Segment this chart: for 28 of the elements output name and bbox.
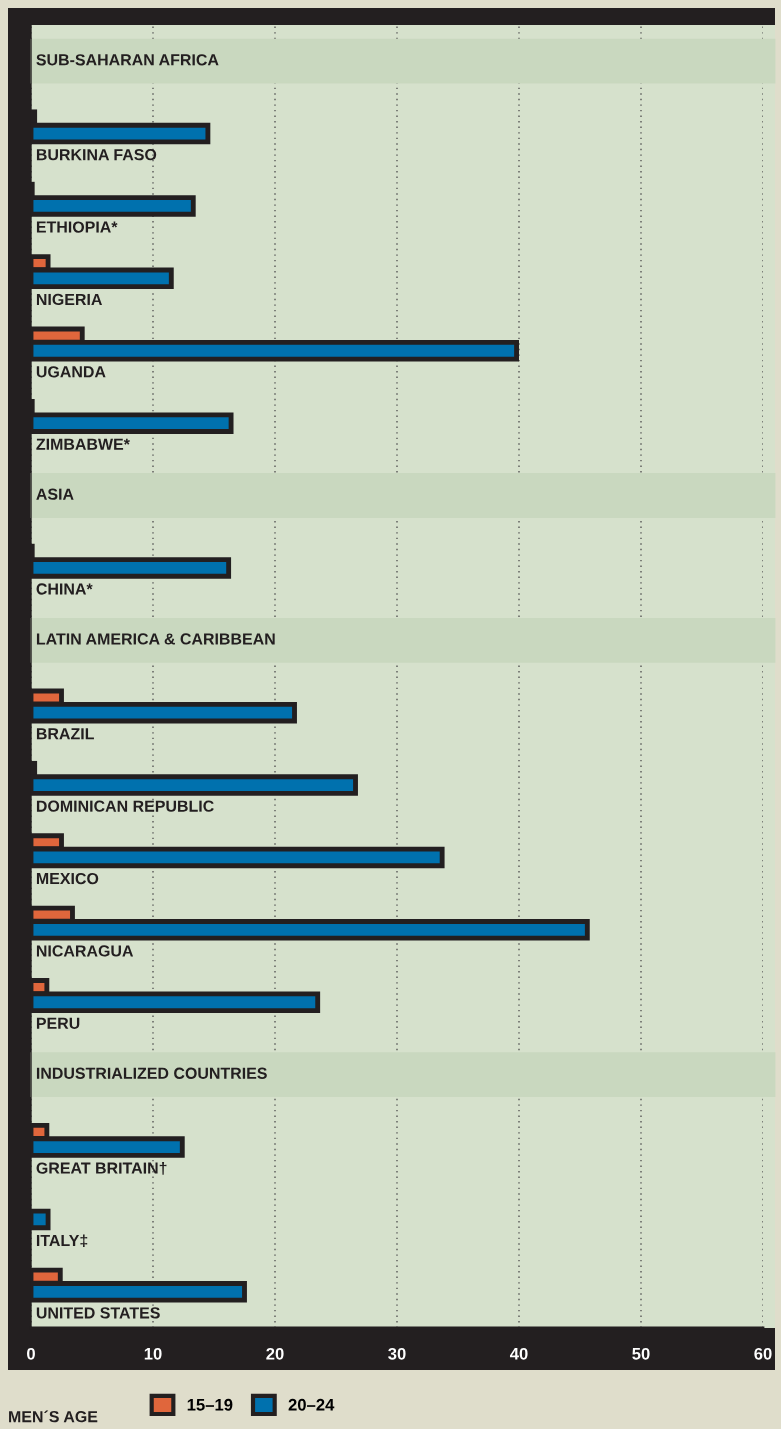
y-tick-label: ZIMBABWE* [36,438,130,450]
legend-label: 15–19 [187,1398,233,1411]
x-tick-label: 10 [144,1347,162,1360]
y-tick-label: LATIN AMERICA & CARIBBEAN [36,633,275,645]
y-tick-label: ITALY‡ [36,1234,88,1248]
y-tick-label: INDUSTRIALIZED COUNTRIES [36,1067,267,1079]
y-tick-label: DOMINICAN REPUBLIC [36,800,214,812]
x-tick-label: 0 [27,1347,35,1360]
y-tick-label: BRAZIL [36,728,94,740]
x-tick-label: 50 [632,1347,650,1360]
y-tick-label: CHINA* [36,583,93,595]
y-tick-label: MEXICO [36,872,99,885]
y-tick-label: PERU [36,1017,80,1029]
x-tick-label: 20 [266,1347,284,1360]
y-tick-label: BURKINA FASO [36,149,157,161]
x-tick-label: 40 [509,1347,528,1360]
y-tick-label: UNITED STATES [36,1307,160,1319]
legend-title: MEN´S AGE [9,1410,98,1423]
y-tick-label: SUB-SAHARAN AFRICA [36,54,219,66]
y-tick-label: UGANDA [36,366,106,378]
y-tick-label: ASIA [36,488,74,500]
y-tick-label: GREAT BRITAIN† [36,1162,167,1175]
y-tick-label: NICARAGUA [36,945,134,957]
legend-label: 20–24 [288,1398,335,1411]
y-tick-label: ETHIOPIA* [36,221,118,233]
x-tick-label: 60 [754,1347,772,1360]
y-tick-label: NIGERIA [36,293,103,306]
x-tick-label: 30 [388,1347,406,1360]
